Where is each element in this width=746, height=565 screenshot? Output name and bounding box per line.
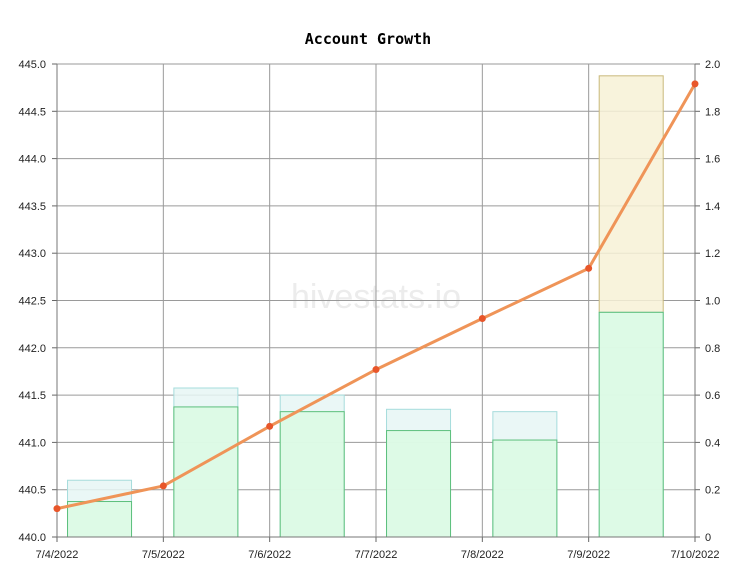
line-point: [691, 80, 699, 88]
line-point: [372, 366, 380, 374]
y-right-tick-label: 1.8: [705, 106, 720, 118]
x-tick-label: 7/7/2022: [355, 549, 398, 561]
line-point: [478, 314, 486, 322]
y-right-tick-label: 1.2: [705, 248, 720, 260]
x-tick-label: 7/8/2022: [461, 549, 504, 561]
chart-title: Account Growth: [304, 30, 432, 48]
y-left-tick-label: 441.5: [18, 390, 46, 402]
bar: [279, 411, 345, 538]
y-left-tick-label: 444.0: [18, 154, 46, 166]
bar: [598, 311, 664, 538]
y-right-tick-label: 1.4: [705, 201, 720, 213]
y-right-tick-label: 0.6: [705, 390, 720, 402]
y-left-tick-label: 445.0: [18, 59, 46, 71]
y-left-tick-label: 444.5: [18, 106, 46, 118]
line-point: [266, 422, 274, 430]
line-point: [53, 505, 61, 513]
x-tick-label: 7/5/2022: [142, 549, 185, 561]
y-right-tick-label: 2.0: [705, 59, 720, 71]
line-point: [585, 264, 593, 272]
bar: [173, 406, 239, 538]
y-left-tick-label: 440.5: [18, 485, 46, 497]
x-tick-label: 7/6/2022: [248, 549, 291, 561]
y-right-tick-label: 0.4: [705, 437, 720, 449]
bar: [67, 501, 133, 538]
y-left-tick-label: 443.5: [18, 201, 46, 213]
y-left-tick-label: 441.0: [18, 437, 46, 449]
y-right-tick-label: 0.8: [705, 343, 720, 355]
y-left-tick-label: 440.0: [18, 532, 46, 544]
line-point: [159, 482, 167, 490]
y-right-tick-label: 1.0: [705, 296, 720, 308]
bar: [386, 430, 452, 538]
y-left-tick-label: 443.0: [18, 248, 46, 260]
x-tick-label: 7/10/2022: [671, 549, 720, 561]
x-tick-label: 7/9/2022: [567, 549, 610, 561]
y-right-tick-label: 1.6: [705, 154, 720, 166]
y-left-tick-label: 442.0: [18, 343, 46, 355]
x-tick-label: 7/4/2022: [36, 549, 79, 561]
y-right-tick-label: 0: [705, 532, 711, 544]
y-right-tick-label: 0.2: [705, 485, 720, 497]
y-left-tick-label: 442.5: [18, 296, 46, 308]
bar: [492, 439, 558, 538]
